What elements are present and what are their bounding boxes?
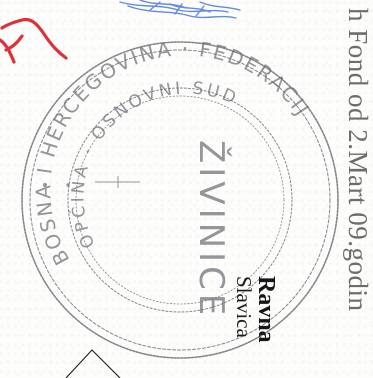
ravna-label: Ravna bbox=[253, 276, 279, 343]
slavica-signature-name: Slavica bbox=[232, 276, 256, 338]
seal-center-text: ŽIVINICE bbox=[191, 140, 232, 319]
document-text-line: h Fond od 2.Mart 09.godin bbox=[343, 8, 373, 312]
